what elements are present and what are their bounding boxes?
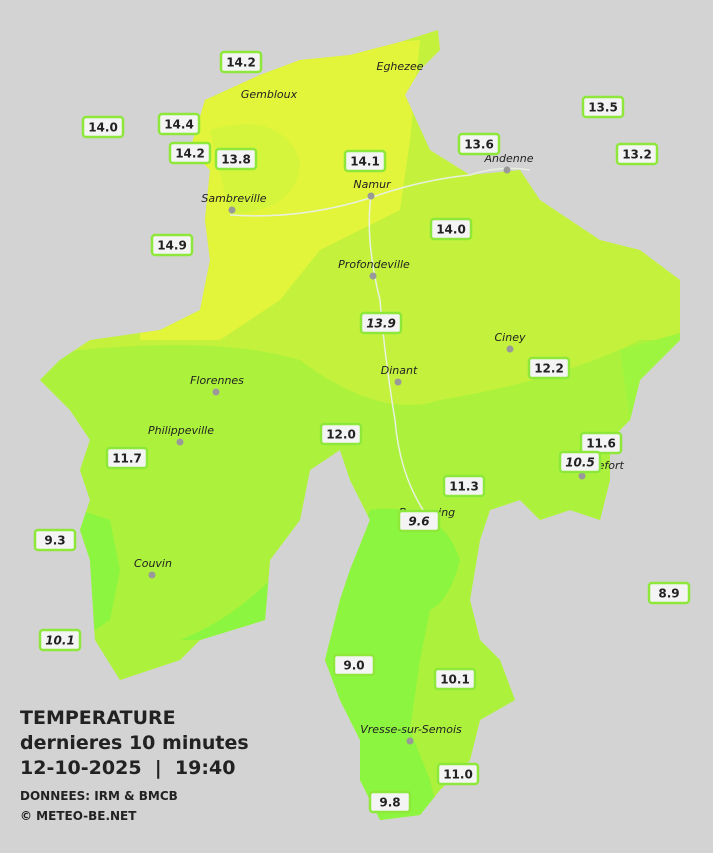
station-temperature: 9.0 <box>343 659 364 673</box>
station-temperature: 10.5 <box>565 456 595 470</box>
station-box <box>457 132 501 156</box>
city-label: Gembloux <box>241 88 298 101</box>
station-temperature: 13.8 <box>221 153 251 167</box>
city-label: Andenne <box>484 152 534 165</box>
city-label: Ciney <box>495 331 526 344</box>
station-temperature: 12.2 <box>534 362 564 376</box>
station-box <box>343 149 387 173</box>
station-temperature: 14.2 <box>175 147 205 161</box>
station-temperature: 8.9 <box>658 587 679 601</box>
station-box <box>219 50 263 74</box>
station-temperature: 11.7 <box>112 452 142 466</box>
city-label: Florennes <box>190 374 244 387</box>
station-box <box>368 790 412 814</box>
station-box <box>436 762 480 786</box>
city-dot <box>394 378 402 386</box>
station-temperature: 11.3 <box>449 480 479 494</box>
city-label: Philippeville <box>148 424 214 437</box>
station-box <box>579 431 623 455</box>
station-temperature: 14.9 <box>157 239 187 253</box>
station-box <box>647 581 691 605</box>
station-temperature: 14.0 <box>88 121 118 135</box>
station-temperature: 9.6 <box>408 515 429 529</box>
station-box <box>33 528 77 552</box>
station-temperature: 11.6 <box>586 437 616 451</box>
station-box <box>168 141 212 165</box>
title: TEMPERATURE <box>20 707 176 729</box>
station-box <box>38 628 82 652</box>
city-dot <box>578 472 586 480</box>
station-temperature: 9.8 <box>379 796 400 810</box>
city-label: Dinant <box>381 364 418 377</box>
station-box <box>81 115 125 139</box>
station-box <box>105 446 149 470</box>
station-temperature: 14.0 <box>436 223 466 237</box>
station-box <box>442 474 486 498</box>
station-box <box>332 653 376 677</box>
copyright: © METEO-BE.NET <box>20 809 137 823</box>
city-label: Namur <box>353 178 392 191</box>
station-temperature: 9.3 <box>44 534 65 548</box>
station-box <box>527 356 571 380</box>
date: 12-10-2025 | 19:40 <box>20 757 235 779</box>
subtitle: dernieres 10 minutes <box>20 732 249 754</box>
station-box <box>615 142 659 166</box>
station-box <box>319 422 363 446</box>
city-label: Couvin <box>134 557 172 570</box>
station-temperature: 10.1 <box>440 673 470 687</box>
station-box <box>429 217 473 241</box>
station-box <box>157 112 201 136</box>
city-dot <box>367 192 375 200</box>
station-temperature: 11.0 <box>443 768 473 782</box>
station-box <box>214 147 258 171</box>
source: DONNEES: IRM & BMCB <box>20 789 178 803</box>
station-temperature: 14.4 <box>164 118 194 132</box>
station-temperature: 13.5 <box>588 101 618 115</box>
city-label: Sambreville <box>201 192 266 205</box>
station-temperature: 10.1 <box>45 634 75 648</box>
station-temperature: 14.2 <box>226 56 256 70</box>
city-dot <box>148 571 156 579</box>
station-box <box>150 233 194 257</box>
city-dot <box>212 388 220 396</box>
city-dot <box>406 737 414 745</box>
station-box <box>397 509 441 533</box>
city-label: Vresse-sur-Semois <box>360 723 462 736</box>
station-temperature: 13.6 <box>464 138 494 152</box>
city-dot <box>503 166 511 174</box>
city-dot <box>228 206 236 214</box>
city-label: Eghezee <box>377 60 424 73</box>
city-dot <box>176 438 184 446</box>
station-box <box>558 450 602 474</box>
city-dot <box>506 345 514 353</box>
station-temperature: 12.0 <box>326 428 356 442</box>
station-box <box>359 311 403 335</box>
city-label: Profondeville <box>338 258 410 271</box>
station-temperature: 13.9 <box>366 317 396 331</box>
station-box <box>581 95 625 119</box>
city-dot <box>369 272 377 280</box>
station-box <box>433 667 477 691</box>
river <box>229 167 531 521</box>
station-temperature: 13.2 <box>622 148 652 162</box>
station-temperature: 14.1 <box>350 155 380 169</box>
